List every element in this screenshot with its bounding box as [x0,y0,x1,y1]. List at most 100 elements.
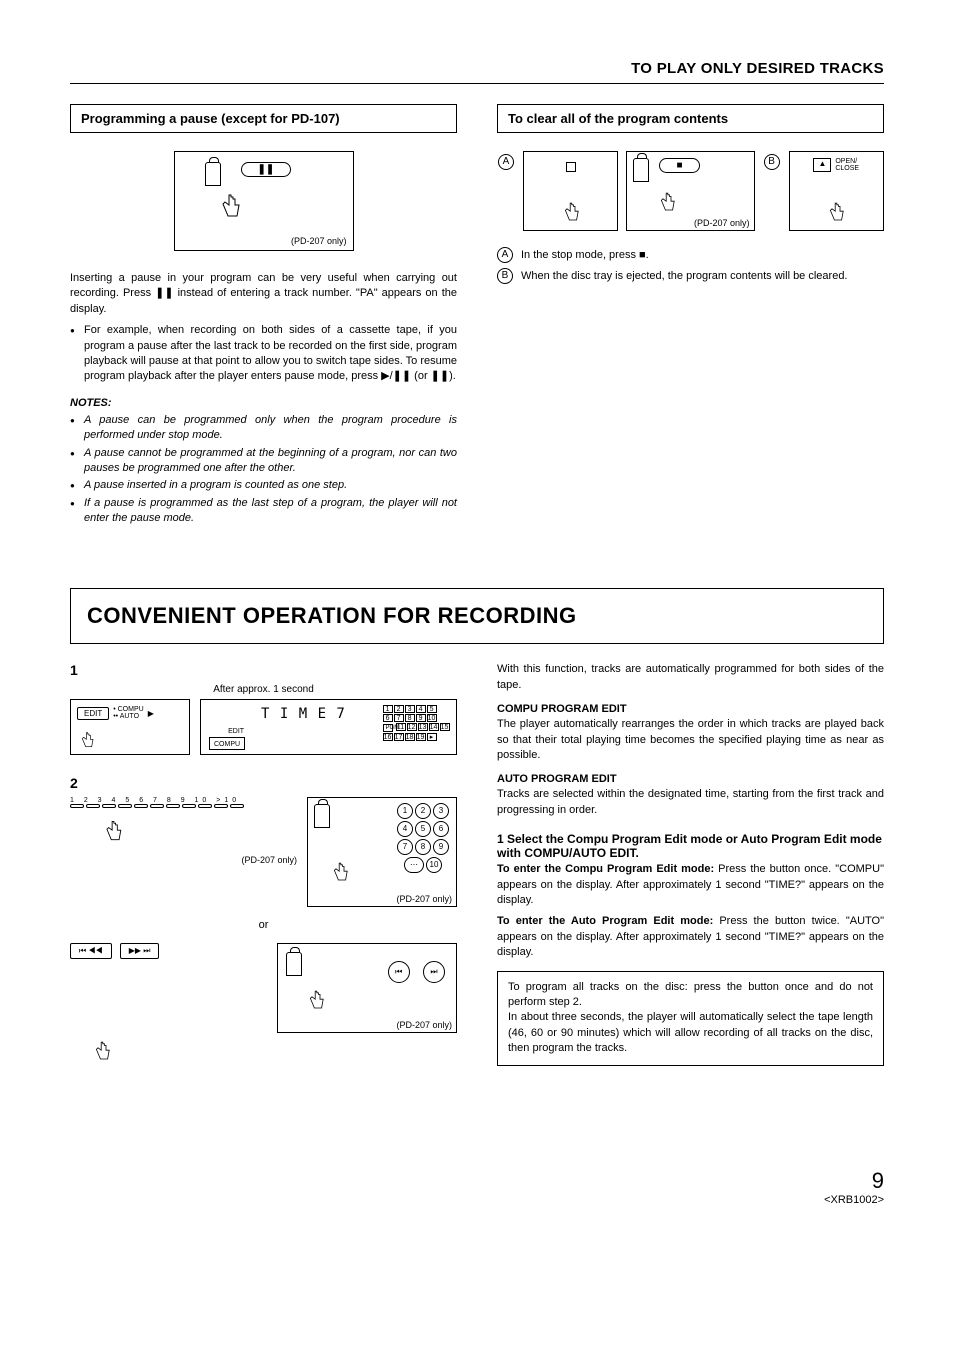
num-button [70,804,84,808]
pgm-badge: PGM [383,724,393,732]
note-4: If a pause is programmed as the last ste… [70,496,457,527]
skip-back-button: ⏮ [388,961,410,983]
hand-icon [90,1039,114,1063]
step-2-num: 2 [70,775,457,791]
compu-auto-label: • COMPU •• AUTO [113,706,143,720]
note-1: A pause can be programmed only when the … [70,413,457,444]
hand-icon [304,988,328,1012]
note-3: A pause inserted in a program is counted… [70,478,457,493]
remote-icon [205,162,221,186]
notes-label: NOTES: [70,397,457,409]
remote-icon [314,804,330,828]
hand-icon [655,190,679,214]
compu-badge: COMPU [214,741,240,748]
model-note: (PD-207 only) [291,236,347,246]
label-b: B [764,154,780,170]
step-letter-b: B [497,268,513,284]
after-label: After approx. 1 second [70,684,457,695]
numpad-key: 8 [415,839,431,855]
clear-heading: To clear all of the program contents [497,104,884,133]
auto-para: Tracks are selected within the designate… [497,787,884,818]
recording-steps-col: 1 After approx. 1 second EDIT • COMPU ••… [70,662,457,1088]
track-grid: 12345 678910 PGM 1112131415 16171819▸ [382,704,450,742]
clear-steps: A In the stop mode, press ■. B When the … [497,247,884,284]
step1-heading: 1 Select the Compu Program Edit mode or … [497,832,884,860]
page-footer: 9 <XRB1002> [70,1168,884,1206]
numpad-key: 1 [397,803,413,819]
prev-button: ⏮ ◀◀ [70,943,112,959]
numpad-key: 4 [397,821,413,837]
remote-icon [286,952,302,976]
open-close-label: OPEN/ CLOSE [835,158,859,172]
num-button [198,804,212,808]
edit-button: EDIT [77,707,109,720]
edit-badge: EDIT [228,728,244,735]
arrow-icon: ▶ [148,709,154,718]
convenient-section-header: CONVENIENT OPERATION FOR RECORDING [70,588,884,644]
auto-heading: AUTO PROGRAM EDIT [497,773,884,785]
hand-icon [77,730,97,750]
model-note: (PD-207 only) [70,855,297,865]
page-header: TO PLAY ONLY DESIRED TRACKS [70,60,884,84]
enter-compu: To enter the Compu Program Edit mode: Pr… [497,862,884,908]
model-note: (PD-207 only) [396,894,452,904]
skip-fwd-button: ⏭ [423,961,445,983]
clear-section: To clear all of the program contents A ■ [497,104,884,528]
hand-icon [824,200,848,224]
notes-list: A pause can be programmed only when the … [70,413,457,527]
num-button [150,804,164,808]
numpad-panel: 123 456 789 ⋯10 (PD-207 only) [307,797,457,907]
recording-text-col: With this function, tracks are automatic… [497,662,884,1088]
clear-diagram-row: A ■ (PD-207 only) B [497,151,884,231]
compu-heading: COMPU PROGRAM EDIT [497,703,884,715]
doc-code: <XRB1002> [70,1194,884,1206]
num-button [118,804,132,808]
numpad-key: 3 [433,803,449,819]
numpad-key: 5 [415,821,431,837]
step-b-text: When the disc tray is ejected, the progr… [521,268,884,285]
pause-example: For example, when recording on both side… [70,323,457,385]
display-panel: COMPU EDIT T I M E 7 12345 678910 PGM 11… [200,699,457,755]
step-1-num: 1 [70,662,457,678]
section-title: CONVENIENT OPERATION FOR RECORDING [87,603,867,629]
panel-mid: ■ (PD-207 only) [626,151,754,231]
inset-line-1: To program all tracks on the disc: press… [508,981,873,1008]
step-a-text: In the stop mode, press ■. [521,247,649,264]
num-button [86,804,100,808]
page-number: 9 [70,1168,884,1194]
inset-line-2: In about three seconds, the player will … [508,1011,873,1054]
num-button [134,804,148,808]
panel-a [523,151,618,231]
note-2: A pause cannot be programmed at the begi… [70,446,457,477]
model-note: (PD-207 only) [396,1020,452,1030]
pause-bullets: For example, when recording on both side… [70,323,457,385]
num-button [166,804,180,808]
hand-icon [328,860,352,884]
intro-text: With this function, tracks are automatic… [497,662,884,693]
label-a: A [498,154,514,170]
step-2: 2 1 2 3 4 5 6 7 8 9 10 >10 (PD-207 only) [70,775,457,1068]
model-note: (PD-207 only) [694,218,750,228]
pause-heading: Programming a pause (except for PD-107) [70,104,457,133]
number-labels: 1 2 3 4 5 6 7 8 9 10 >10 [70,797,297,804]
pause-diagram: ❚❚ (PD-207 only) [174,151,354,251]
step-letter-a: A [497,247,513,263]
numpad-key: 6 [433,821,449,837]
pause-paragraph: Inserting a pause in your program can be… [70,271,457,317]
lcd-text: T I M E 7 [261,706,346,722]
next-button: ▶▶ ⏭ [120,943,160,959]
num-button [102,804,116,808]
numpad-key: 10 [426,857,442,873]
lower-columns: 1 After approx. 1 second EDIT • COMPU ••… [70,662,884,1088]
num-button [214,804,228,808]
compu-para: The player automatically rearranges the … [497,717,884,763]
numpad-key: 9 [433,839,449,855]
enter-auto: To enter the Auto Program Edit mode: Pre… [497,914,884,960]
num-button [230,804,244,808]
or-label: or [70,919,457,931]
hand-icon [100,818,126,844]
numpad-key: ⋯ [404,857,424,873]
pause-button-icon: ❚❚ [241,162,292,177]
hand-icon [215,191,245,221]
stop-button-icon: ■ [659,158,699,173]
